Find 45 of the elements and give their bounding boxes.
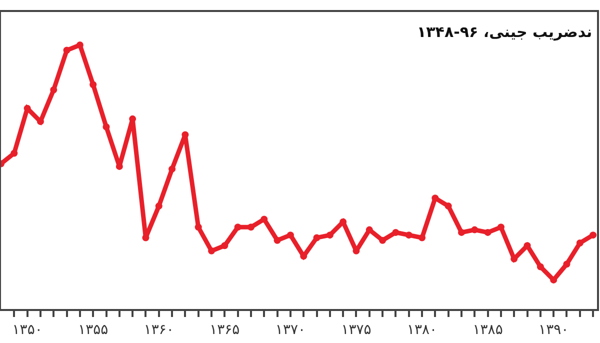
point [484, 228, 492, 236]
point [76, 42, 84, 48]
point [471, 226, 478, 234]
point [590, 232, 597, 239]
x-tick-label: ۱۳۸۰ [406, 322, 438, 338]
point [458, 228, 465, 236]
point [536, 263, 544, 270]
point [10, 150, 18, 157]
point [274, 236, 281, 244]
point [102, 123, 110, 130]
chart-title: ندضریب جینی، ۹۶-۱۳۴۸ [417, 23, 592, 41]
point [182, 131, 189, 138]
point [142, 234, 150, 242]
point [208, 247, 216, 254]
point [563, 260, 570, 268]
x-tick-label: ۱۳۸۵ [472, 322, 503, 338]
x-tick-label: ۱۳۶۰ [144, 322, 174, 338]
x-tick-label: ۱۳۷۵ [341, 322, 372, 338]
point [168, 166, 176, 173]
x-tick-label: ۱۳۹۰ [538, 322, 569, 338]
x-tick-label: ۱۳۵۰ [12, 322, 42, 338]
x-tick-label: ۱۳۷۰ [275, 322, 306, 338]
x-tick-label: ۱۳۶۵ [210, 322, 240, 338]
point [497, 224, 504, 231]
point [379, 236, 386, 244]
point [90, 81, 97, 88]
point [405, 232, 412, 239]
point [63, 46, 70, 54]
point [418, 234, 426, 242]
point [366, 226, 373, 234]
point [50, 86, 58, 94]
point [221, 242, 228, 250]
point [286, 232, 294, 239]
point [234, 224, 242, 231]
point [194, 224, 202, 231]
point [129, 115, 136, 122]
point [392, 228, 400, 236]
point [576, 240, 584, 246]
point [247, 224, 254, 231]
point [313, 234, 320, 242]
point [260, 216, 268, 223]
point [326, 232, 334, 239]
x-tick-label: ۱۳۵۵ [78, 322, 108, 338]
point [444, 202, 452, 210]
point [155, 202, 162, 210]
